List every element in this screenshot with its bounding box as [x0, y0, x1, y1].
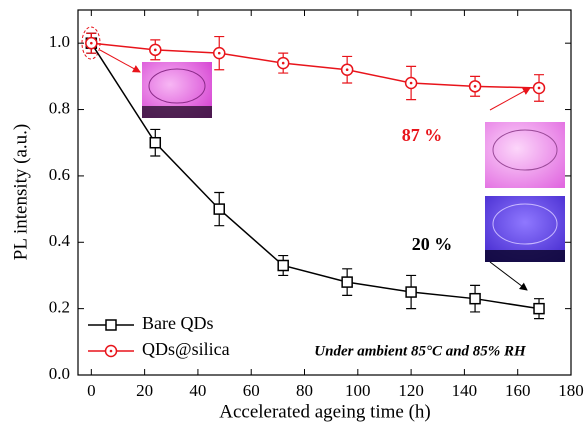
photos — [142, 62, 565, 262]
marker-dot — [282, 62, 285, 65]
x-tick-label: 120 — [398, 381, 424, 400]
x-tick-label: 140 — [452, 381, 478, 400]
legend-marker — [106, 320, 116, 330]
x-tick-label: 180 — [558, 381, 584, 400]
marker-dot — [218, 52, 221, 55]
point — [278, 261, 288, 271]
point — [470, 294, 480, 304]
legend-label: QDs@silica — [142, 339, 230, 359]
marker-dot — [474, 85, 477, 88]
point — [150, 138, 160, 148]
y-tick-label: 0.4 — [49, 231, 71, 250]
y-tick-label: 0.8 — [49, 98, 70, 117]
x-tick-label: 40 — [189, 381, 206, 400]
annotation: 87 % — [402, 125, 443, 145]
x-tick-label: 160 — [505, 381, 531, 400]
point — [342, 277, 352, 287]
y-tick-label: 0.2 — [49, 298, 70, 317]
annotation: 20 % — [412, 234, 453, 254]
chart: Accelerated ageing time (h) PL intensity… — [0, 0, 588, 432]
point — [406, 287, 416, 297]
annotation: Under ambient 85°C and 85% RH — [314, 343, 527, 359]
marker-dot — [410, 82, 413, 85]
marker-dot — [538, 87, 541, 90]
x-tick-label: 20 — [136, 381, 153, 400]
point — [214, 204, 224, 214]
marker-dot — [110, 350, 113, 353]
marker-dot — [346, 68, 349, 71]
x-tick-label: 60 — [243, 381, 260, 400]
x-tick-label: 0 — [87, 381, 96, 400]
x-axis-label: Accelerated ageing time (h) — [219, 401, 431, 422]
y-tick-label: 0.6 — [49, 165, 70, 184]
x-tick-label: 100 — [345, 381, 371, 400]
marker-dot — [90, 42, 93, 45]
x-tick-label: 80 — [296, 381, 313, 400]
marker-dot — [154, 49, 157, 52]
point — [534, 304, 544, 314]
y-tick-label: 1.0 — [49, 32, 70, 51]
legend-label: Bare QDs — [142, 313, 213, 333]
y-axis-label: PL intensity (a.u.) — [10, 124, 31, 261]
y-tick-label: 0.0 — [49, 364, 70, 383]
